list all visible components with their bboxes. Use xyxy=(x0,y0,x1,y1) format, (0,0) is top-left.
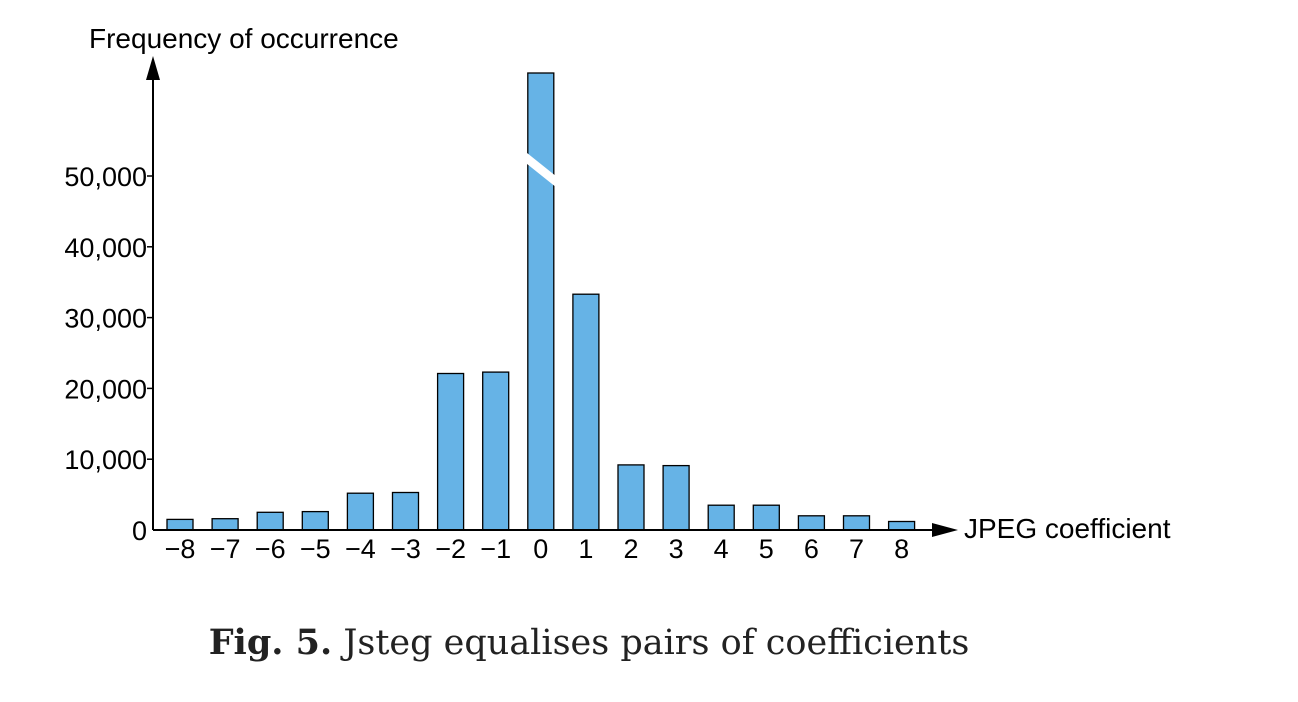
bar-16 xyxy=(887,520,916,531)
x-tick-label-13: 5 xyxy=(759,534,774,564)
bar-15 xyxy=(842,515,871,531)
bar-13 xyxy=(752,504,780,531)
caption-label: Fig. 5. xyxy=(208,622,333,663)
y-tick-label-5: 50,000 xyxy=(64,162,147,192)
x-axis-arrow xyxy=(932,523,958,537)
figure-caption: Fig. 5. Jsteg equalises pairs of coeffic… xyxy=(0,622,1178,663)
x-tick-label-1: −7 xyxy=(210,534,241,564)
x-tick-label-0: −8 xyxy=(165,534,196,564)
bar-12 xyxy=(707,504,735,531)
bar-5 xyxy=(391,491,420,531)
bar-break-mark xyxy=(525,152,556,187)
caption-text: Jsteg equalises pairs of coefficients xyxy=(343,623,970,663)
x-tick-label-12: 4 xyxy=(714,534,729,564)
x-ticks-group: −8 −7 −6 −5 −4 −3 −2 −1 0 1 2 3 4 5 6 7 8 xyxy=(165,534,910,564)
x-tick-label-3: −5 xyxy=(300,534,331,564)
bar-10 xyxy=(617,464,645,531)
x-axis-title: JPEG coefficient xyxy=(964,513,1171,544)
bar-7 xyxy=(482,371,510,531)
x-tick-label-10: 2 xyxy=(623,534,638,564)
x-tick-label-5: −3 xyxy=(390,534,421,564)
x-tick-label-16: 8 xyxy=(894,534,909,564)
bar-4 xyxy=(346,492,375,531)
x-tick-label-6: −2 xyxy=(435,534,466,564)
x-tick-label-7: −1 xyxy=(480,534,511,564)
bar-1 xyxy=(211,518,239,531)
y-axis-arrow xyxy=(146,56,160,80)
bar-3 xyxy=(301,510,329,531)
bar-0 xyxy=(166,518,194,531)
bar-8 xyxy=(527,72,555,531)
bar-11 xyxy=(662,464,690,531)
y-tick-label-1: 10,000 xyxy=(64,445,147,475)
bar-14 xyxy=(797,515,826,531)
y-axis-title: Frequency of occurrence xyxy=(89,23,399,54)
x-tick-label-11: 3 xyxy=(669,534,684,564)
x-tick-label-4: −4 xyxy=(345,534,376,564)
y-tick-label-0: 0 xyxy=(132,516,147,546)
x-tick-label-2: −6 xyxy=(255,534,286,564)
y-tick-label-2: 20,000 xyxy=(64,374,147,404)
bars-group xyxy=(166,72,916,531)
y-tick-label-4: 40,000 xyxy=(64,233,147,263)
bar-6 xyxy=(436,372,465,531)
bar-9 xyxy=(572,293,600,531)
x-tick-label-15: 7 xyxy=(849,534,864,564)
y-tick-label-3: 30,000 xyxy=(64,304,147,334)
x-tick-label-14: 6 xyxy=(804,534,819,564)
x-tick-label-9: 1 xyxy=(578,534,593,564)
x-tick-label-8: 0 xyxy=(533,534,548,564)
bar-2 xyxy=(256,511,284,531)
y-ticks-group: 0 10,000 20,000 30,000 40,000 50,000 xyxy=(64,162,153,546)
